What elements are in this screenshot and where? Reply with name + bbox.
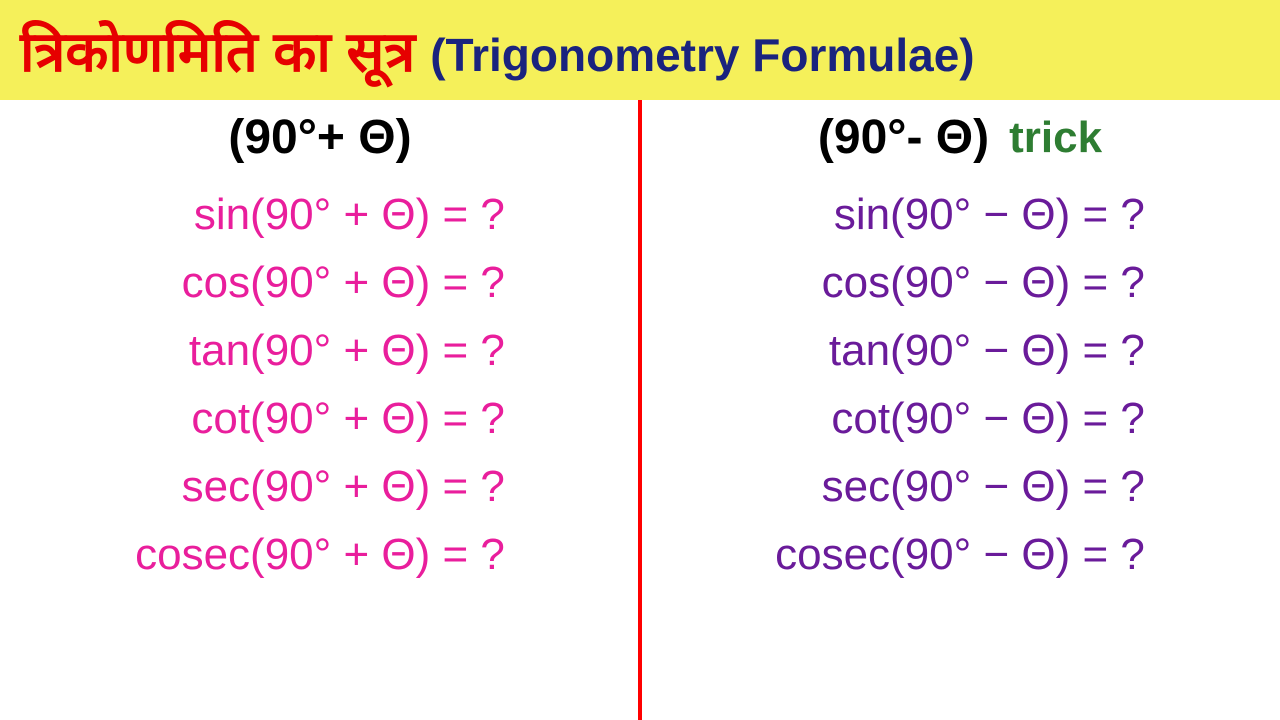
title-english: (Trigonometry Formulae) xyxy=(430,28,974,82)
right-formula-list: sin(90° − Θ) = ? cos(90° − Θ) = ? tan(90… xyxy=(775,190,1145,580)
right-column: (90°- Θ) trick sin(90° − Θ) = ? cos(90° … xyxy=(640,100,1280,720)
formula-item: cos(90° − Θ) = ? xyxy=(822,258,1145,308)
formula-item: sin(90° + Θ) = ? xyxy=(194,190,505,240)
left-column-header: (90°+ Θ) xyxy=(228,110,411,165)
formula-item: cos(90° + Θ) = ? xyxy=(182,258,505,308)
formula-item: tan(90° + Θ) = ? xyxy=(189,326,505,376)
trick-label: trick xyxy=(1009,113,1102,163)
header-bar: त्रिकोणमिति का सूत्र (Trigonometry Formu… xyxy=(0,0,1280,100)
title-hindi: त्रिकोणमिति का सूत्र xyxy=(20,12,415,88)
left-column: (90°+ Θ) sin(90° + Θ) = ? cos(90° + Θ) =… xyxy=(0,100,640,720)
formula-item: cot(90° + Θ) = ? xyxy=(191,394,505,444)
vertical-divider xyxy=(638,100,642,720)
formula-item: sec(90° + Θ) = ? xyxy=(182,462,505,512)
formula-item: cosec(90° + Θ) = ? xyxy=(135,530,505,580)
left-formula-list: sin(90° + Θ) = ? cos(90° + Θ) = ? tan(90… xyxy=(135,190,505,580)
formula-item: sec(90° − Θ) = ? xyxy=(822,462,1145,512)
formula-item: tan(90° − Θ) = ? xyxy=(829,326,1145,376)
right-header-text: (90°- Θ) xyxy=(818,110,989,165)
right-column-header: (90°- Θ) trick xyxy=(818,110,1102,165)
formula-item: cosec(90° − Θ) = ? xyxy=(775,530,1145,580)
content-area: (90°+ Θ) sin(90° + Θ) = ? cos(90° + Θ) =… xyxy=(0,100,1280,720)
formula-item: cot(90° − Θ) = ? xyxy=(831,394,1145,444)
formula-item: sin(90° − Θ) = ? xyxy=(834,190,1145,240)
